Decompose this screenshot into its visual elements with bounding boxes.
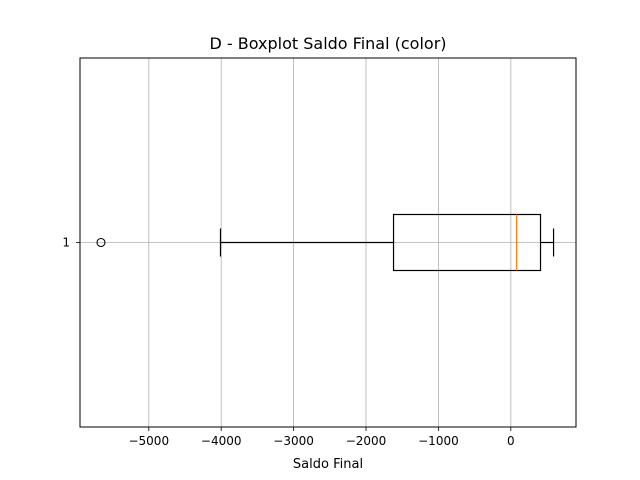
tick-layer: −5000 −4000 −3000 −2000 −1000 0 1: [62, 236, 514, 449]
chart-title: D - Boxplot Saldo Final (color): [209, 34, 446, 53]
x-axis-label: Saldo Final: [293, 457, 363, 472]
box-layer: [96, 213, 555, 272]
box-iqr: [392, 213, 542, 272]
x-tick-label: −2000: [346, 434, 387, 448]
x-tick-label: −4000: [201, 434, 242, 448]
x-tick-label: −1000: [418, 434, 459, 448]
x-tick-label: 0: [507, 434, 515, 448]
x-tick-label: −5000: [128, 434, 169, 448]
outlier-point: [96, 237, 106, 248]
x-tick-label: −3000: [273, 434, 314, 448]
y-tick-label: 1: [62, 236, 70, 250]
